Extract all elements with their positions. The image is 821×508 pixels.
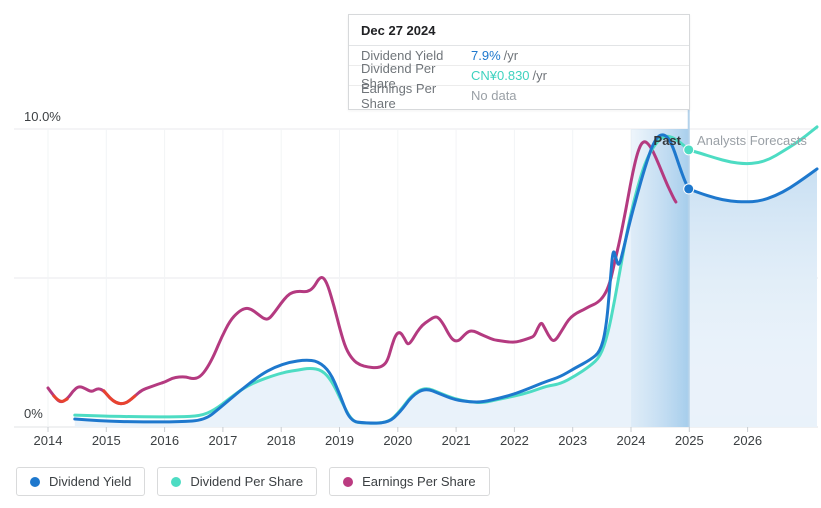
legend-label: Earnings Per Share bbox=[362, 474, 476, 489]
forecast-area-fill bbox=[688, 168, 817, 427]
tooltip-row-dividend-yield: Dividend Yield 7.9% /yr bbox=[349, 46, 689, 66]
dividend-per-share-line bbox=[73, 125, 819, 425]
tooltip-value: No data bbox=[471, 88, 517, 103]
marker-layer bbox=[683, 103, 695, 427]
negative-eps-segment bbox=[102, 389, 137, 406]
legend-item-dividend-yield[interactable]: Dividend Yield bbox=[16, 467, 146, 496]
analysts-forecasts-label: Analysts Forecasts bbox=[697, 133, 807, 148]
x-axis-label: 2019 bbox=[325, 433, 354, 448]
tooltip-row-earnings-per-share: Earnings Per Share No data bbox=[349, 81, 689, 111]
x-axis-label: 2023 bbox=[558, 433, 587, 448]
x-axis-label: 2016 bbox=[150, 433, 179, 448]
tooltip-row-dividend-per-share: Dividend Per Share CN¥0.830 /yr bbox=[349, 61, 689, 91]
x-axis-label: 2024 bbox=[617, 433, 646, 448]
x-axis-label: 2014 bbox=[34, 433, 63, 448]
earnings-per-share-line bbox=[46, 140, 678, 406]
x-axis-label: 2021 bbox=[442, 433, 471, 448]
chart-tooltip: Dec 27 2024 Dividend Yield 7.9% /yr Divi… bbox=[348, 14, 690, 111]
legend-item-dividend-per-share[interactable]: Dividend Per Share bbox=[157, 467, 318, 496]
current-value-dot bbox=[683, 183, 695, 195]
y-axis-label-max: 10.0% bbox=[24, 109, 61, 124]
x-axis-label: 2025 bbox=[675, 433, 704, 448]
x-axis-label: 2022 bbox=[500, 433, 529, 448]
current-value-dot bbox=[683, 144, 695, 156]
y-axis-label-zero: 0% bbox=[24, 406, 43, 421]
axis-text-layer: 2014 2015 2016 2017 2018 2019 2020 2021 2022 2023… bbox=[34, 433, 763, 448]
legend-label: Dividend Yield bbox=[49, 474, 132, 489]
negative-eps-segment bbox=[52, 394, 69, 403]
tooltip-value-suffix: /yr bbox=[532, 68, 547, 83]
tooltip-label: Earnings Per Share bbox=[361, 80, 437, 111]
chart-legend: Dividend Yield Dividend Per Share Earnin… bbox=[16, 467, 490, 496]
tooltip-value: 7.9% bbox=[471, 48, 501, 63]
tooltip-value: CN¥0.830 bbox=[471, 68, 530, 83]
past-year-highlight-band bbox=[631, 129, 689, 427]
x-axis-label: 2015 bbox=[92, 433, 121, 448]
tooltip-label: Dividend Yield bbox=[361, 48, 444, 63]
dividend-per-share-dot-icon bbox=[171, 476, 182, 487]
x-axis-label: 2020 bbox=[383, 433, 412, 448]
x-axis-label: 2018 bbox=[267, 433, 296, 448]
dividend-yield-dot-icon bbox=[30, 476, 40, 487]
legend-label: Dividend Per Share bbox=[190, 474, 304, 489]
x-axis-label: 2026 bbox=[733, 433, 762, 448]
earnings-per-share-dot-icon bbox=[343, 476, 354, 487]
x-axis-label: 2017 bbox=[208, 433, 237, 448]
tooltip-label: Dividend Per Share bbox=[361, 60, 436, 91]
past-label: Past bbox=[654, 133, 682, 148]
legend-item-earnings-per-share[interactable]: Earnings Per Share bbox=[329, 467, 490, 496]
tooltip-date: Dec 27 2024 bbox=[349, 15, 689, 46]
tooltip-value-suffix: /yr bbox=[503, 48, 519, 63]
